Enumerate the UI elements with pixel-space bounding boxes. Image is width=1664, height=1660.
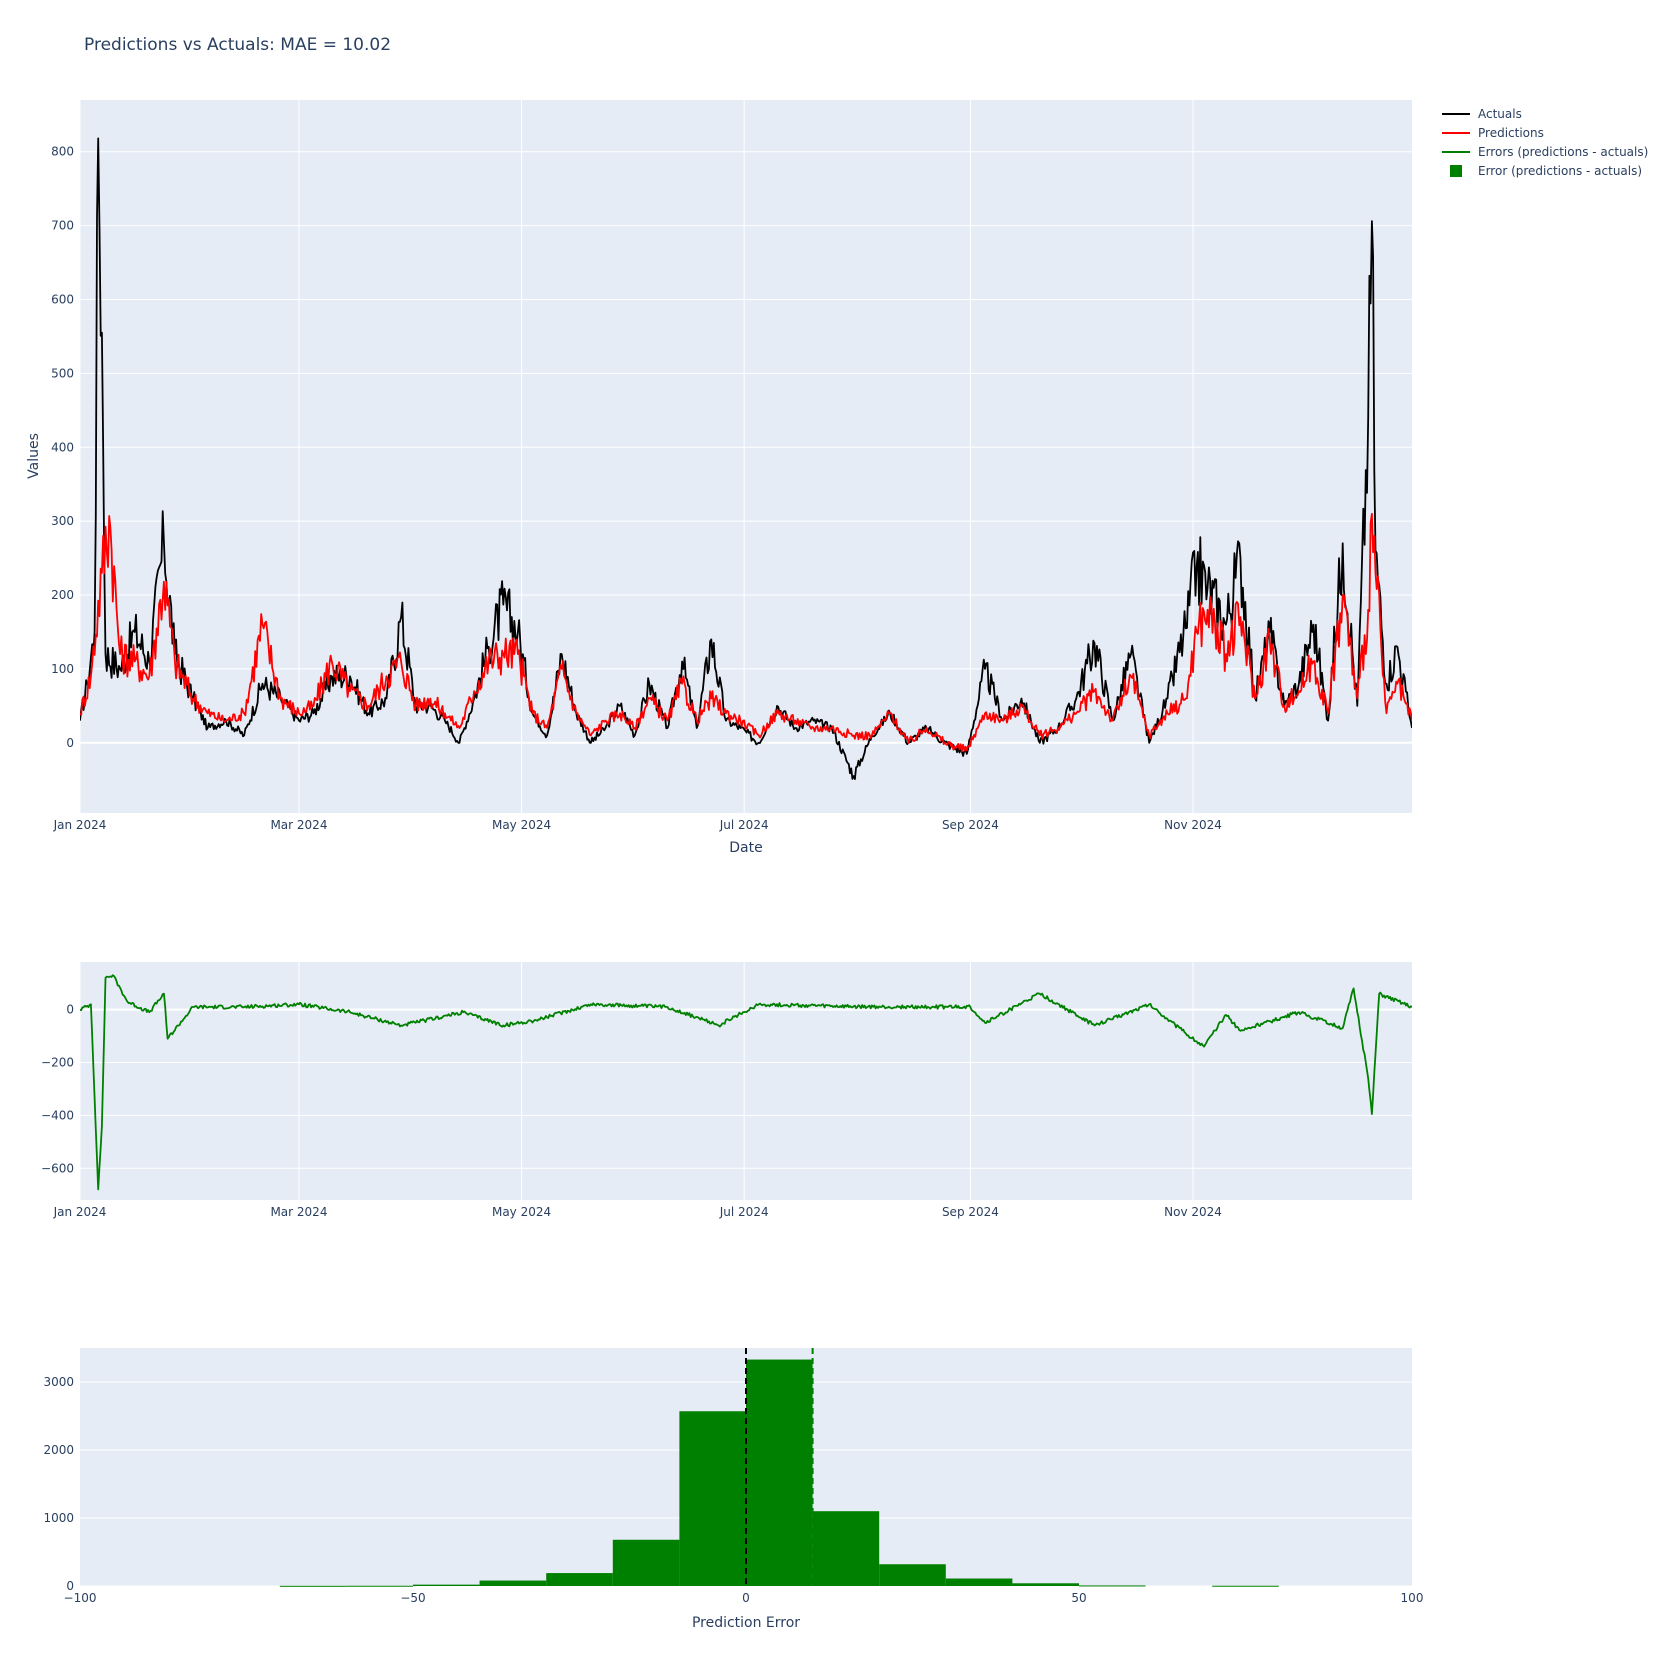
histogram-bar	[746, 1359, 813, 1586]
histogram-bar	[1012, 1583, 1079, 1586]
x-tick-label: Nov 2024	[1164, 1205, 1222, 1219]
histogram-bar	[546, 1573, 613, 1586]
x-tick-label: Jul 2024	[719, 818, 769, 832]
series-line-actuals	[80, 137, 1412, 780]
legend-label: Predictions	[1478, 126, 1544, 140]
x-tick-label: 0	[742, 1591, 750, 1605]
x-ticks-middle: Jan 2024 Mar 2024 May 2024 Jul 2024 Sep 2024…	[53, 1205, 1222, 1219]
y-ticks-top: 0 100 200 300 400 500 600 700 800	[51, 145, 74, 750]
panel-middle: Jan 2024 Mar 2024 May 2024 Jul 2024 Sep 2024…	[41, 962, 1412, 1219]
legend: Actuals Predictions Errors (predictions - …	[1442, 107, 1648, 178]
gridlines-middle	[79, 962, 1412, 1200]
histogram-bar	[479, 1580, 547, 1586]
x-tick-label: Sep 2024	[942, 818, 999, 832]
histogram-bar	[945, 1578, 1013, 1586]
histogram-bar	[879, 1564, 946, 1586]
x-tick-label: Jul 2024	[719, 1205, 769, 1219]
y-tick-label: 800	[51, 145, 74, 159]
histogram-bars	[279, 1359, 1279, 1587]
x-tick-label: Mar 2024	[270, 1205, 327, 1219]
y-tick-label: −600	[41, 1161, 74, 1175]
series-layer-middle	[80, 974, 1412, 1191]
x-tick-label: May 2024	[492, 818, 551, 832]
y-tick-label: 1000	[43, 1511, 74, 1525]
chart-title: Predictions vs Actuals: MAE = 10.02	[84, 35, 391, 55]
x-axis-title: Date	[729, 840, 762, 856]
x-ticks-top: Jan 2024 Mar 2024 May 2024 Jul 2024 Sep 2024…	[53, 818, 1222, 832]
histogram-bar	[346, 1585, 413, 1587]
x-tick-label: −50	[400, 1591, 425, 1605]
histogram-bar	[612, 1539, 680, 1586]
histogram-bar	[413, 1584, 480, 1586]
legend-item: Error (predictions - actuals)	[1450, 164, 1642, 178]
x-tick-label: Mar 2024	[270, 818, 327, 832]
histogram-bar	[1079, 1585, 1146, 1587]
hist-x-axis-title: Prediction Error	[692, 1615, 800, 1631]
legend-square-swatch	[1450, 165, 1462, 177]
histogram-bar	[1212, 1585, 1279, 1587]
histogram-bar	[679, 1411, 746, 1586]
x-tick-label: −100	[64, 1591, 97, 1605]
y-tick-label: 500	[51, 366, 74, 380]
legend-item: Actuals	[1442, 107, 1522, 121]
y-axis-title: Values	[26, 433, 42, 479]
plot-area-middle	[80, 962, 1412, 1200]
series-line-predictions	[80, 512, 1412, 752]
x-tick-label: May 2024	[492, 1205, 551, 1219]
plot-area-top	[80, 100, 1412, 813]
y-tick-label: 600	[51, 292, 74, 306]
y-tick-label: 0	[66, 1579, 74, 1593]
x-tick-label: Jan 2024	[53, 818, 107, 832]
x-tick-label: Nov 2024	[1164, 818, 1222, 832]
legend-label: Actuals	[1478, 107, 1522, 121]
y-tick-label: −200	[41, 1055, 74, 1069]
y-tick-label: 300	[51, 514, 74, 528]
x-tick-label: 100	[1401, 1591, 1424, 1605]
x-tick-label: 50	[1071, 1591, 1086, 1605]
histogram-bar	[279, 1585, 347, 1587]
y-tick-label: −400	[41, 1108, 74, 1122]
y-tick-label: 400	[51, 440, 74, 454]
panel-top: Jan 2024 Mar 2024 May 2024 Jul 2024 Sep 2024…	[26, 100, 1412, 856]
gridlines-top	[79, 100, 1412, 813]
legend-item: Predictions	[1442, 126, 1544, 140]
y-tick-label: 0	[66, 736, 74, 750]
x-ticks-bottom: −100 −50 0 50 100	[64, 1591, 1424, 1605]
y-tick-label: 2000	[43, 1443, 74, 1457]
legend-label: Errors (predictions - actuals)	[1478, 145, 1648, 159]
y-ticks-middle: 0 −200 −400 −600	[41, 1003, 74, 1176]
y-tick-label: 100	[51, 662, 74, 676]
legend-label: Error (predictions - actuals)	[1478, 164, 1642, 178]
y-ticks-bottom: 0 1000 2000 3000	[43, 1375, 74, 1593]
x-tick-label: Jan 2024	[53, 1205, 107, 1219]
series-line-errors-predictions-actuals-	[80, 974, 1412, 1191]
y-tick-label: 3000	[43, 1375, 74, 1389]
x-tick-label: Sep 2024	[942, 1205, 999, 1219]
y-tick-label: 200	[51, 588, 74, 602]
y-tick-label: 700	[51, 219, 74, 233]
series-layer-top	[80, 137, 1412, 780]
panel-bottom: −100 −50 0 50 100 0 1000 2000 3000 Prediction E…	[43, 1348, 1423, 1631]
histogram-bar	[812, 1511, 880, 1586]
y-tick-label: 0	[66, 1003, 74, 1017]
legend-item: Errors (predictions - actuals)	[1442, 145, 1648, 159]
